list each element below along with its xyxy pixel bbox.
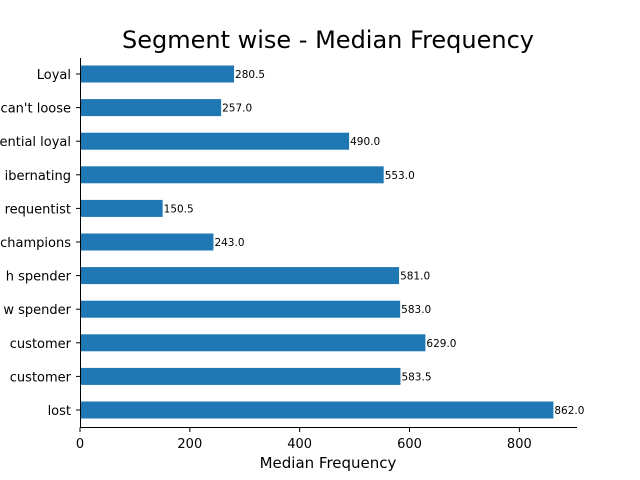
- category-label-4: h spender: [6, 270, 72, 285]
- value-labels-group: 862.0 583.5 629.0 583.0 581.0 243.0 150.5 553.0…: [164, 69, 585, 417]
- value-label-4: 581.0: [400, 271, 430, 283]
- bar-6: [80, 199, 163, 217]
- bar-2: [80, 334, 426, 352]
- bar-0: [80, 401, 554, 419]
- value-label-6: 150.5: [164, 203, 194, 215]
- bar-5: [80, 233, 214, 251]
- x-axis-label: Median Frequency: [260, 454, 397, 472]
- category-label-9: can't loose: [1, 102, 71, 117]
- x-tick-label-2: 400: [287, 437, 312, 452]
- bar-1: [80, 367, 401, 385]
- category-label-8: ential loyal: [0, 135, 71, 150]
- x-tick-label-3: 600: [397, 437, 422, 452]
- bars-group: [80, 65, 554, 419]
- category-label-1: customer: [10, 370, 72, 385]
- chart-title: Segment wise - Median Frequency: [122, 26, 534, 54]
- bar-7: [80, 166, 384, 184]
- bar-10: [80, 65, 235, 83]
- x-tick-label-4: 800: [507, 437, 532, 452]
- value-label-1: 583.5: [401, 371, 431, 383]
- value-label-10: 280.5: [235, 69, 265, 81]
- value-label-2: 629.0: [426, 338, 456, 350]
- value-label-5: 243.0: [214, 237, 244, 249]
- value-label-3: 583.0: [401, 304, 431, 316]
- x-tick-label-0: 0: [76, 437, 84, 452]
- category-label-10: Loyal: [37, 68, 71, 83]
- value-label-7: 553.0: [385, 170, 415, 182]
- category-label-5: champions: [0, 236, 71, 251]
- x-ticks-group: 0 200 400 600 800: [76, 427, 532, 452]
- category-label-0: lost: [48, 404, 71, 419]
- bar-8: [80, 132, 350, 150]
- category-labels-group: lost customer customer w spender h spender ch…: [0, 68, 80, 419]
- category-label-3: w spender: [3, 303, 71, 318]
- bar-9: [80, 99, 222, 117]
- bar-4: [80, 267, 400, 285]
- x-tick-label-1: 200: [177, 437, 202, 452]
- value-label-0: 862.0: [554, 405, 584, 417]
- value-label-8: 490.0: [350, 136, 380, 148]
- category-label-6: requentist: [5, 202, 71, 217]
- category-label-2: customer: [10, 337, 72, 352]
- category-label-7: ibernating: [5, 169, 71, 184]
- value-label-9: 257.0: [222, 103, 252, 115]
- bar-3: [80, 300, 401, 318]
